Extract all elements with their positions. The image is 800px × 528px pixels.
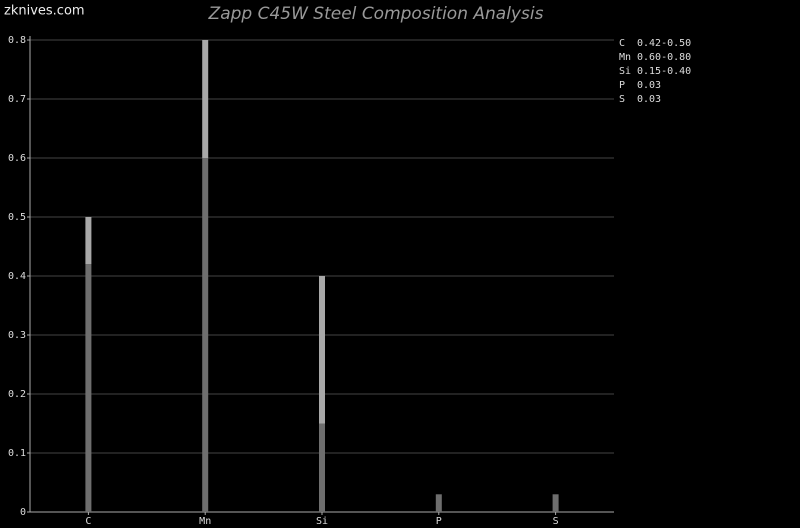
x-tick-label: Si — [316, 516, 328, 527]
y-tick-label: 0.5 — [8, 212, 26, 223]
y-tick-label: 0.7 — [8, 94, 26, 105]
legend-text: 0.03 — [637, 94, 661, 105]
legend-label: Si — [619, 66, 631, 77]
y-tick-label: 0.1 — [8, 448, 26, 459]
y-tick-label: 0.2 — [8, 389, 26, 400]
bar-lower — [435, 494, 442, 512]
bar-upper — [319, 276, 325, 424]
x-tick-label: C — [85, 516, 91, 527]
x-tick-label: Mn — [199, 516, 211, 527]
legend-text: 0.15-0.40 — [637, 66, 691, 77]
bar-lower — [319, 423, 325, 512]
y-tick-label: 0 — [20, 507, 26, 518]
x-tick-label: P — [436, 516, 442, 527]
y-tick-label: 0.8 — [8, 35, 26, 46]
watermark: zknives.com — [4, 4, 85, 19]
bar-lower — [85, 264, 92, 512]
y-tick-label: 0.3 — [8, 330, 26, 341]
bar-lower — [202, 158, 209, 512]
y-tick-label: 0.4 — [8, 271, 26, 282]
y-tick-label: 0.6 — [8, 153, 26, 164]
legend-text: 0.42-0.50 — [637, 38, 691, 49]
legend-label: S — [619, 94, 625, 105]
bar-lower — [552, 494, 559, 512]
legend-label: C — [619, 38, 625, 49]
legend-label: Mn — [619, 52, 631, 63]
bar-upper — [202, 40, 209, 158]
legend-label: P — [619, 80, 625, 91]
bar-upper — [85, 217, 92, 265]
legend-text: 0.60-0.80 — [637, 52, 691, 63]
chart-title: Zapp C45W Steel Composition Analysis — [208, 4, 544, 24]
x-tick-label: S — [553, 516, 559, 527]
legend-text: 0.03 — [637, 80, 661, 91]
